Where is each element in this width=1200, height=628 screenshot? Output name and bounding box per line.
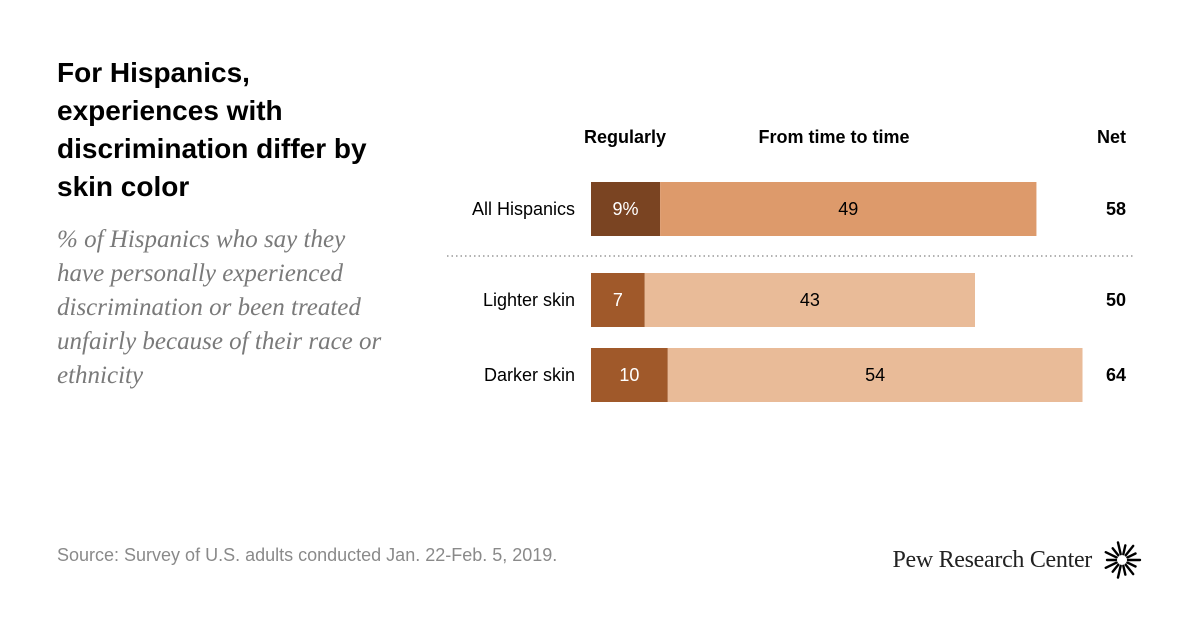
logo-ray	[1111, 547, 1120, 557]
value-label-time-to-time-darker-skin: 54	[865, 365, 885, 385]
pew-logo-icon	[1104, 541, 1142, 579]
logo-ray	[1124, 563, 1135, 576]
logo-ray	[1116, 564, 1122, 579]
logo-ray	[1122, 544, 1127, 556]
bar-time-to-time-lighter-skin	[644, 273, 975, 327]
bar-regularly-all-hispanics	[591, 182, 661, 236]
value-label-regularly-all-hispanics: 9%	[613, 199, 639, 219]
column-header-net: Net	[1097, 127, 1126, 147]
value-label-time-to-time-lighter-skin: 43	[800, 290, 820, 310]
net-value-all-hispanics: 58	[1106, 199, 1126, 219]
logo-ray	[1104, 550, 1118, 559]
pew-brand: Pew Research Center	[892, 540, 1142, 580]
source-note: Source: Survey of U.S. adults conducted …	[57, 545, 558, 565]
value-label-regularly-darker-skin: 10	[619, 365, 639, 385]
chart-title: For Hispanics, experiences with discrimi…	[57, 57, 367, 202]
logo-ray	[1111, 563, 1120, 573]
logo-ray	[1126, 561, 1137, 568]
logo-ray	[1104, 561, 1118, 570]
column-header-regularly: Regularly	[584, 127, 666, 147]
logo-ray	[1116, 541, 1122, 556]
category-label-darker-skin: Darker skin	[484, 365, 575, 385]
bars-group: All Hispanics 9% 49 58 Lighter skin 7 43 50 Dark…	[472, 182, 1126, 402]
net-value-lighter-skin: 50	[1106, 290, 1126, 310]
bar-regularly-lighter-skin	[591, 273, 645, 327]
value-label-time-to-time-all-hispanics: 49	[838, 199, 858, 219]
column-header-time-to-time: From time to time	[758, 127, 909, 147]
bar-time-to-time-all-hispanics	[660, 182, 1037, 236]
category-label-lighter-skin: Lighter skin	[483, 290, 575, 310]
bar-time-to-time-darker-skin	[667, 348, 1083, 402]
chart-subtitle: % of Hispanics who say they have persona…	[57, 226, 382, 389]
value-label-regularly-lighter-skin: 7	[613, 290, 623, 310]
brand-name: Pew Research Center	[892, 546, 1092, 573]
logo-ray	[1126, 552, 1137, 559]
bar-regularly-darker-skin	[591, 348, 668, 402]
logo-ray	[1124, 544, 1135, 557]
logo-ray	[1122, 564, 1127, 576]
category-label-all-hispanics: All Hispanics	[472, 199, 575, 219]
net-value-darker-skin: 64	[1106, 365, 1126, 385]
